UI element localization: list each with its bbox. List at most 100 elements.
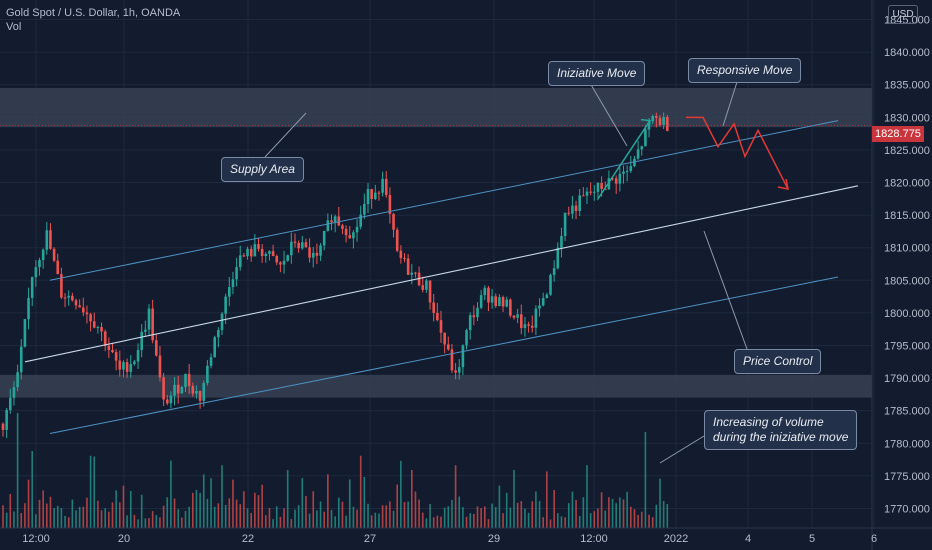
volume-bar	[334, 516, 336, 528]
candle-body	[490, 296, 494, 303]
candle-body	[103, 331, 107, 346]
y-tick-label: 1825.000	[884, 145, 930, 157]
price-control-callout[interactable]: Price Control	[734, 349, 822, 374]
candle-body	[173, 384, 176, 396]
volume-bar	[144, 518, 147, 528]
currency-button[interactable]: USD	[888, 5, 918, 24]
candle-body	[403, 257, 406, 259]
symbol-title[interactable]: Gold Spot / U.S. Dollar, 1h, OANDA	[6, 7, 181, 19]
candle-body	[217, 330, 220, 338]
volume-bar	[330, 509, 333, 528]
volume-bar	[557, 513, 559, 528]
candle-body	[352, 232, 355, 239]
candle-body	[337, 216, 341, 226]
candle-body	[41, 249, 45, 261]
candle-body	[144, 329, 147, 332]
supply-area-callout[interactable]: Supply Area	[221, 157, 304, 182]
y-tick-label: 1830.000	[884, 112, 930, 124]
candle-body	[38, 260, 41, 268]
volume-bar	[524, 508, 526, 528]
candle-body	[308, 247, 311, 258]
candle-body	[9, 397, 12, 411]
volume-bar	[308, 513, 311, 528]
volume-bar	[659, 478, 661, 528]
volume-bar	[239, 504, 242, 528]
volume-bar	[38, 499, 41, 528]
candle-body	[169, 395, 173, 404]
volume-bar	[166, 497, 169, 528]
volume-callout[interactable]: Increasing of volume during the iniziati…	[704, 410, 858, 450]
candle-body	[571, 205, 574, 214]
volume-bar	[89, 455, 92, 528]
volume-bar	[418, 499, 420, 528]
candle-body	[651, 115, 654, 122]
candle-body	[585, 191, 589, 196]
candle-body	[538, 305, 541, 309]
candle-body	[633, 158, 636, 167]
x-tick-label: 4	[745, 533, 751, 545]
candle-body	[541, 298, 545, 306]
volume-bar	[159, 517, 161, 528]
candle-body	[603, 188, 607, 190]
volume-bar	[542, 517, 544, 528]
responsive-move-callout[interactable]: Responsive Move	[688, 58, 802, 83]
volume-bar	[363, 477, 366, 528]
candle-body	[582, 195, 585, 197]
volume-bar	[356, 509, 358, 528]
volume-bar	[407, 501, 409, 528]
volume-bar	[589, 513, 592, 528]
candle-body	[560, 235, 563, 248]
iniziative-move-callout[interactable]: Iniziative Move	[548, 61, 646, 86]
volume-bar	[465, 516, 468, 528]
candle-body	[260, 248, 264, 256]
candle-body	[191, 385, 195, 394]
candle-body	[472, 315, 476, 318]
volume-bar	[221, 465, 223, 528]
candle-body	[618, 173, 622, 184]
candle-body	[406, 258, 410, 275]
x-tick-label: 12:00	[22, 533, 50, 545]
volume-indicator-label[interactable]: Vol	[6, 21, 22, 33]
volume-bar	[279, 516, 282, 528]
y-tick-label: 1840.000	[884, 47, 930, 59]
volume-bar	[370, 515, 373, 528]
candle-body	[224, 296, 227, 314]
x-tick-label: 27	[364, 533, 376, 545]
volume-bar	[476, 506, 479, 528]
volume-bar	[564, 517, 566, 528]
volume-bar	[396, 484, 398, 528]
candle-body	[264, 253, 268, 256]
candle-body	[457, 367, 461, 373]
candle-body	[593, 191, 596, 193]
volume-bar	[9, 494, 12, 528]
volume-bar	[491, 503, 493, 528]
volume-bar	[195, 489, 198, 528]
volume-bar	[213, 506, 216, 528]
volume-bar	[119, 502, 121, 528]
volume-bar	[42, 490, 44, 528]
volume-bar	[151, 511, 154, 528]
candle-body	[12, 387, 16, 398]
candle-body	[523, 324, 527, 329]
responsive-arrow-head	[777, 178, 789, 190]
volume-bar	[546, 471, 548, 528]
volume-bar	[498, 485, 501, 528]
candle-body	[246, 248, 249, 257]
y-tick-label: 1820.000	[884, 178, 930, 190]
candle-body	[516, 314, 519, 318]
volume-bar	[16, 413, 19, 528]
volume-bar	[31, 451, 33, 528]
candle-body	[436, 312, 439, 321]
candle-body	[556, 247, 560, 269]
channel-lower-line	[49, 276, 839, 434]
candle-body	[275, 255, 279, 263]
candle-body	[666, 116, 669, 131]
volume-bar	[484, 506, 486, 528]
candle-body	[461, 345, 465, 368]
volume-bar	[224, 504, 227, 528]
candle-body	[563, 212, 567, 236]
volume-bar	[155, 515, 158, 528]
volume-bar	[494, 507, 497, 528]
